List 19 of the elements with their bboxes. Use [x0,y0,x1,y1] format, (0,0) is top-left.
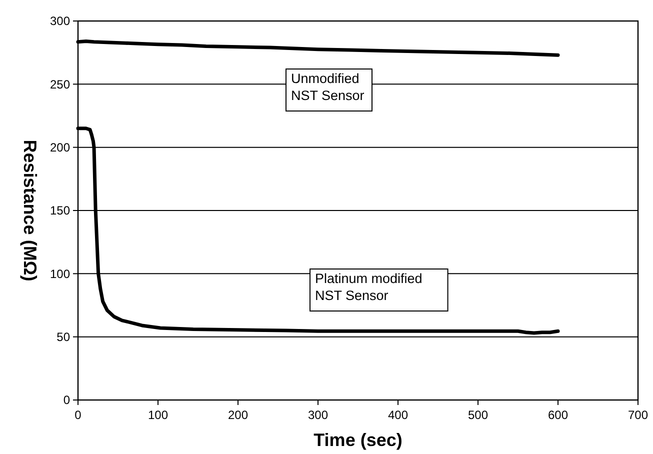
y-axis-title: Resistance (MΩ) [20,140,40,282]
x-tick-label: 300 [308,408,328,422]
annotation: Unmodified NST Sensor [291,71,365,103]
y-tick-label: 250 [50,77,70,92]
y-tick-label: 100 [50,266,70,281]
y-tick-label: 50 [56,330,70,344]
y-tick-label: 150 [50,204,70,218]
x-tick-label: 500 [468,408,488,422]
x-tick-label: 400 [388,408,408,422]
x-tick-label: 100 [148,408,168,422]
y-tick-label: 0 [63,393,70,408]
x-tick-label: 600 [548,408,568,422]
x-axis-title: Time (sec) [314,430,402,450]
annotation: Platinum modified NST Sensor [315,271,422,303]
y-tick-label: 300 [50,14,70,28]
x-tick-label: 0 [74,408,82,422]
x-tick-label: 700 [628,408,648,422]
x-tick-label: 200 [228,408,248,422]
y-tick-label: 200 [50,140,70,155]
